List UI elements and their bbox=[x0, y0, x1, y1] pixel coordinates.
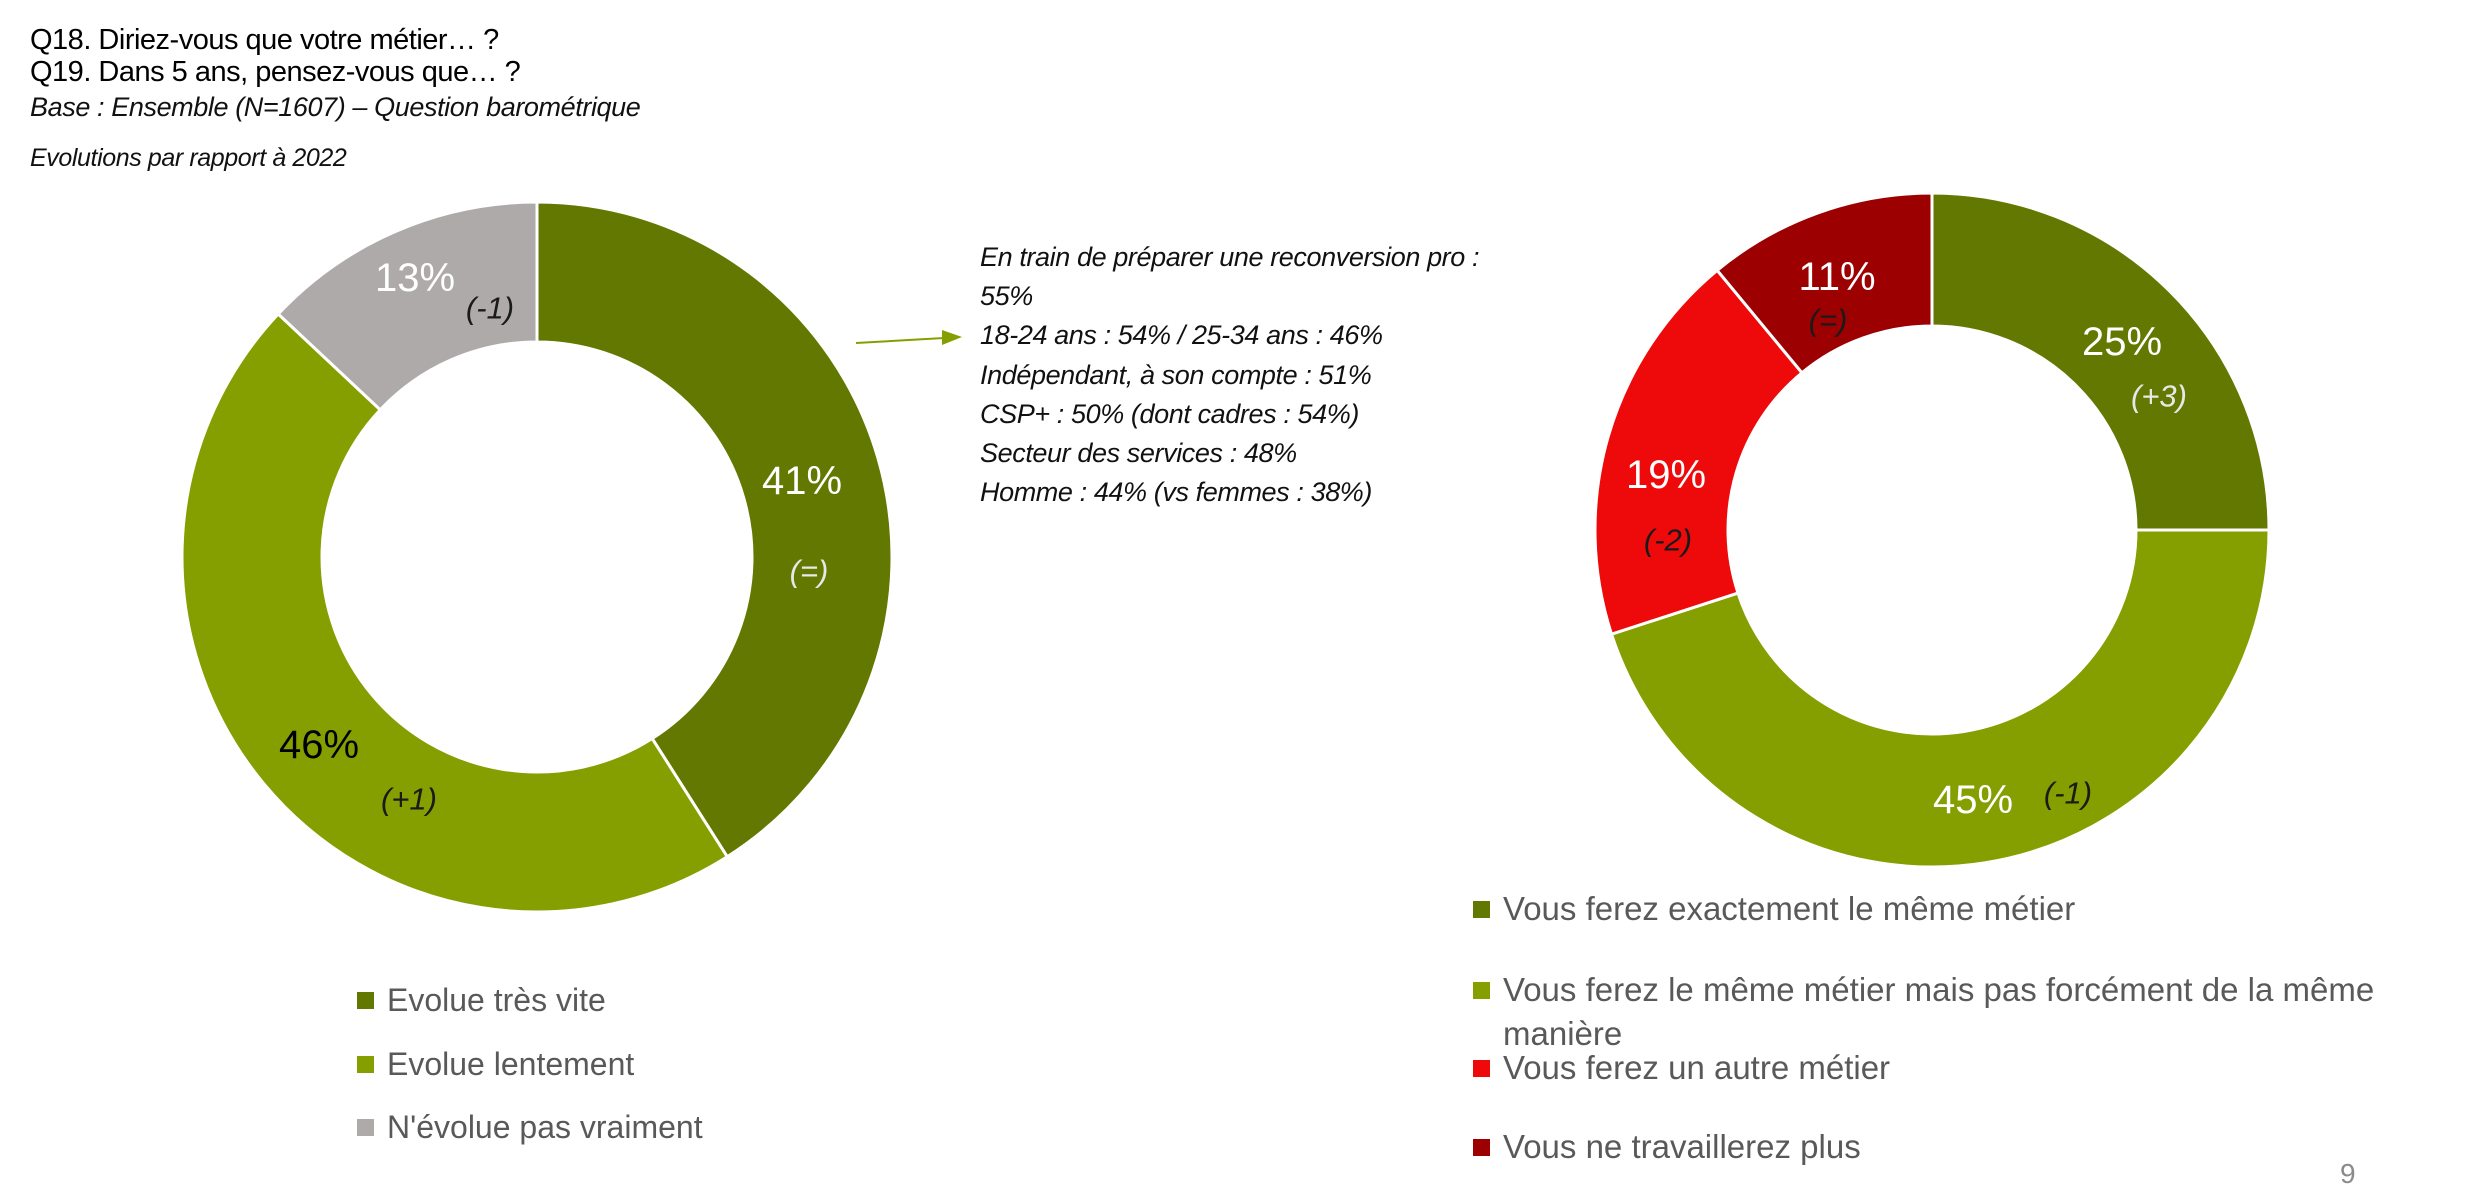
evolution-label: (-1) bbox=[466, 291, 514, 326]
legend-label: Vous ne travaillerez plus bbox=[1503, 1128, 1861, 1165]
legend-label: Vous ferez un autre métier bbox=[1503, 1049, 1891, 1086]
donut-segment bbox=[1715, 191, 1934, 375]
annotation-line: 55% bbox=[980, 281, 1033, 312]
data-label: 19% bbox=[1626, 453, 1706, 497]
legend-label: Vous ferez exactement le même métier bbox=[1503, 890, 2076, 927]
legend-swatch bbox=[1473, 901, 1490, 918]
evolution-label: (-2) bbox=[1644, 523, 1692, 558]
data-label: 25% bbox=[2082, 320, 2162, 364]
donut-segment bbox=[1930, 191, 2271, 532]
page-number: 9 bbox=[2340, 1158, 2356, 1189]
data-label: 45% bbox=[1933, 778, 2013, 822]
legend-swatch bbox=[1473, 982, 1490, 999]
annotation-line: En train de préparer une reconversion pr… bbox=[980, 242, 1480, 272]
donut-segment bbox=[180, 311, 730, 914]
legend-swatch bbox=[1473, 1139, 1490, 1156]
base-note: Base : Ensemble (N=1607) – Question baro… bbox=[30, 92, 641, 122]
donut-segment bbox=[1593, 268, 1805, 637]
legend-swatch bbox=[1473, 1060, 1490, 1077]
evolution-label: (=) bbox=[790, 554, 829, 589]
legend-label: Evolue lentement bbox=[387, 1046, 635, 1082]
legend-label: N'évolue pas vraiment bbox=[387, 1109, 703, 1145]
evolution-label: (=) bbox=[1809, 303, 1848, 338]
evolution-label: (+1) bbox=[381, 782, 437, 817]
legend-swatch bbox=[357, 992, 374, 1009]
evolution-label: (+3) bbox=[2131, 379, 2187, 414]
annotation-line: Indépendant, à son compte : 51% bbox=[980, 359, 1372, 390]
arrow-head-icon bbox=[942, 330, 962, 345]
data-label: 46% bbox=[279, 723, 359, 767]
donut-segment bbox=[1609, 528, 2271, 869]
legend-swatch bbox=[357, 1056, 374, 1073]
annotation-line: 18-24 ans : 54% / 25-34 ans : 46% bbox=[980, 320, 1383, 351]
question-q18: Q18. Diriez-vous que votre métier… ? bbox=[30, 24, 499, 56]
legend-label: Evolue très vite bbox=[387, 982, 606, 1018]
data-label: 11% bbox=[1798, 255, 1875, 299]
reconversion-annotation: En train de préparer une reconversion pr… bbox=[980, 238, 1480, 512]
donut-chart-q19: 25% (+3) 45% (-1) 19% (-2) 11% (=) bbox=[1593, 191, 2271, 869]
data-label: 41% bbox=[762, 459, 842, 503]
evolution-label: (-1) bbox=[2044, 776, 2092, 811]
annotation-line: CSP+ : 50% (dont cadres : 54%) bbox=[980, 398, 1359, 429]
annotation-line: Homme : 44% (vs femmes : 38%) bbox=[980, 477, 1373, 508]
arrow-line bbox=[855, 337, 945, 344]
data-label: 13% bbox=[375, 256, 455, 300]
donut-chart-q18: 41% (=) 46% (+1) 13% (-1) bbox=[180, 200, 894, 914]
legend-label: Vous ferez le même métier mais pas forcé… bbox=[1503, 971, 2375, 1008]
donut-segment bbox=[535, 200, 894, 859]
annotation-arrow bbox=[855, 330, 962, 345]
donut-segment bbox=[276, 200, 539, 412]
evolutions-note: Evolutions par rapport à 2022 bbox=[30, 144, 347, 172]
question-q19: Q19. Dans 5 ans, pensez-vous que… ? bbox=[30, 56, 521, 88]
legend-label-continued: manière bbox=[1503, 1015, 1623, 1052]
legend-swatch bbox=[357, 1119, 374, 1136]
annotation-line: Secteur des services : 48% bbox=[980, 438, 1297, 469]
